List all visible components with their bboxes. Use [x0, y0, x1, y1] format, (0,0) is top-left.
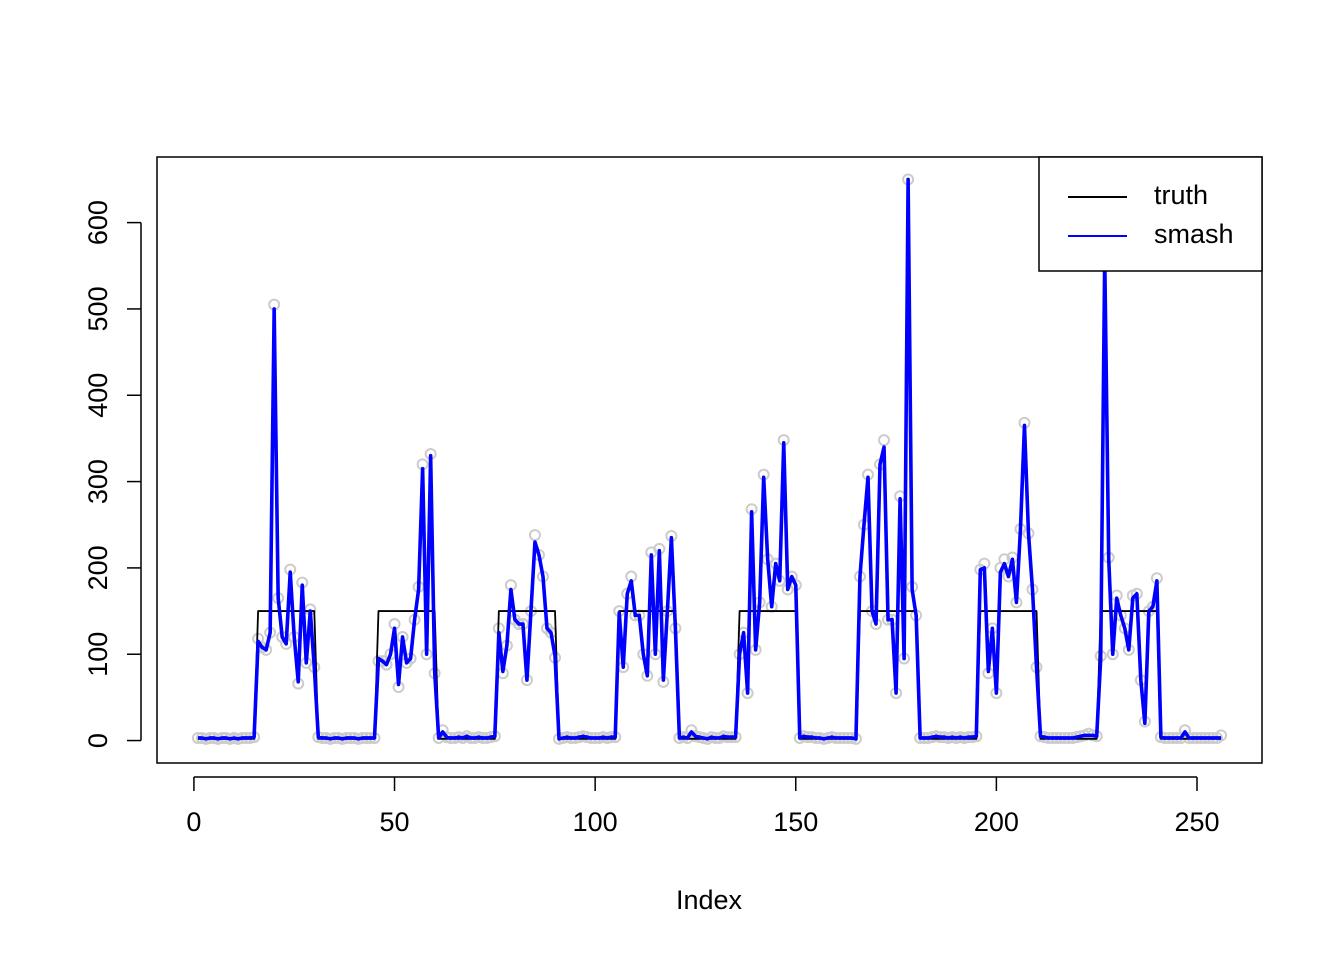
x-tick-label: 50 — [380, 807, 410, 837]
y-tick-label: 200 — [83, 545, 113, 590]
y-tick-label: 500 — [83, 286, 113, 331]
x-tick-label: 0 — [186, 807, 201, 837]
series-line — [197, 610, 1222, 740]
plot-frame — [156, 156, 1263, 764]
x-axis-label: Index — [676, 885, 743, 915]
legend-label: smash — [1154, 219, 1234, 249]
y-tick-label: 600 — [83, 200, 113, 245]
y-tick-label: 0 — [83, 733, 113, 748]
series-line — [197, 177, 1222, 741]
legend-box — [1038, 156, 1263, 272]
data-point — [380, 658, 393, 671]
legend-label: truth — [1154, 180, 1208, 210]
x-tick-label: 200 — [974, 807, 1019, 837]
y-tick-label: 400 — [83, 373, 113, 418]
y-tick-label: 100 — [83, 632, 113, 677]
y-tick-label: 300 — [83, 459, 113, 504]
x-tick-label: 150 — [773, 807, 818, 837]
x-tick-label: 100 — [573, 807, 618, 837]
data-point — [528, 529, 541, 542]
x-tick-label: 250 — [1174, 807, 1219, 837]
data-point — [1215, 729, 1228, 742]
data-point — [878, 434, 891, 447]
